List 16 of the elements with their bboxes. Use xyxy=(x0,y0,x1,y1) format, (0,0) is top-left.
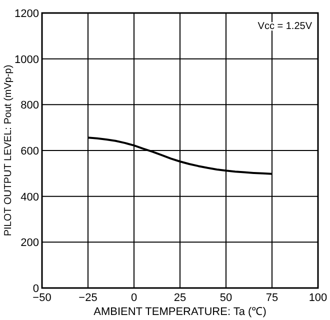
y-axis-title: PILOT OUTPUT LEVEL: Pout (mVp-p) xyxy=(3,64,14,236)
x-tick-label: 25 xyxy=(174,292,186,304)
y-tick-label: 0 xyxy=(32,283,39,295)
x-tick-label: 50 xyxy=(220,292,232,304)
x-tick-label: −25 xyxy=(78,292,98,304)
y-tick-label: 400 xyxy=(20,191,39,204)
x-axis-title: AMBIENT TEMPERATURE: Ta (℃) xyxy=(94,306,266,318)
x-tick-label: 100 xyxy=(308,292,328,304)
y-tick-label: 600 xyxy=(20,146,39,158)
y-tick-label: 200 xyxy=(20,237,39,250)
y-tick-label: 800 xyxy=(20,100,39,112)
x-tick-label: 0 xyxy=(130,292,138,304)
x-tick-label: 75 xyxy=(266,292,278,304)
x-tick-label: −50 xyxy=(32,292,52,304)
y-tick-label: 1200 xyxy=(14,8,39,20)
y-tick-label: 1000 xyxy=(14,54,39,66)
